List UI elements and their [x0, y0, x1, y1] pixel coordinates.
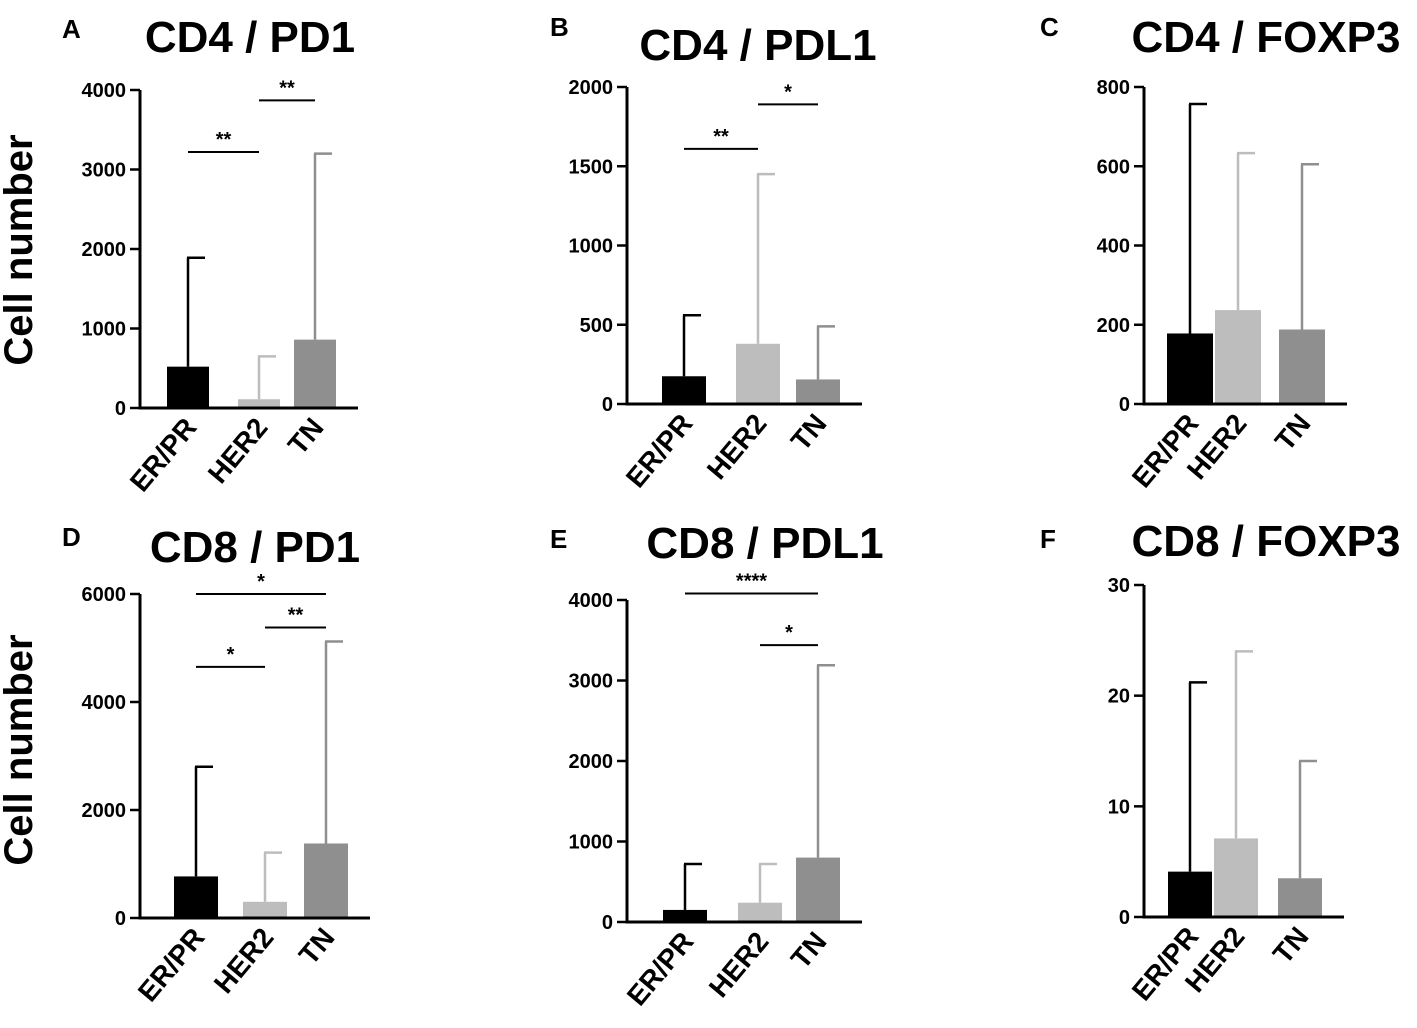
- bar-a-her2: [238, 399, 280, 408]
- category-label-e-2: TN: [785, 926, 833, 975]
- y-tick-label-e-2: 2000: [569, 751, 614, 773]
- significance-label-b-0: **: [713, 126, 729, 148]
- category-label-d-0: ER/PR: [132, 922, 211, 1007]
- bar-c-er-pr: [1167, 333, 1213, 404]
- bar-f-er-pr: [1168, 871, 1212, 917]
- category-label-e-0: ER/PR: [621, 926, 700, 1011]
- bar-d-her2: [243, 901, 287, 918]
- y-tick-label-c-1: 200: [1097, 315, 1130, 337]
- category-label-a-1: HER2: [202, 412, 274, 489]
- y-tick-label-d-0: 0: [115, 908, 126, 930]
- bar-d-er-pr: [174, 876, 218, 918]
- panel-title-e: CD8 / PDL1: [646, 519, 883, 568]
- y-tick-label-b-0: 0: [602, 394, 613, 416]
- significance-label-d-2: *: [227, 644, 235, 666]
- y-tick-label-d-1: 2000: [82, 800, 127, 822]
- panel-letter-c: C: [1040, 12, 1059, 42]
- bar-f-tn: [1278, 878, 1322, 917]
- panel-letter-a: A: [62, 14, 81, 44]
- y-tick-label-f-0: 0: [1119, 907, 1130, 929]
- y-tick-label-e-1: 1000: [569, 832, 614, 854]
- y-tick-label-f-2: 20: [1108, 686, 1130, 708]
- panel-title-c: CD4 / FOXP3: [1132, 13, 1401, 62]
- bar-c-her2: [1215, 310, 1261, 404]
- panel-letter-d: D: [62, 522, 81, 552]
- category-label-a-2: TN: [282, 412, 330, 461]
- y-tick-label-e-0: 0: [602, 912, 613, 934]
- y-tick-label-b-1: 500: [580, 315, 613, 337]
- significance-label-d-1: **: [288, 604, 304, 626]
- bar-e-tn: [796, 857, 840, 922]
- significance-label-e-0: ****: [736, 571, 767, 593]
- y-tick-label-c-0: 0: [1119, 394, 1130, 416]
- y-tick-label-a-1: 1000: [82, 319, 127, 341]
- category-label-a-0: ER/PR: [124, 412, 203, 497]
- bar-a-tn: [294, 339, 336, 408]
- category-label-b-2: TN: [785, 408, 833, 457]
- y-tick-label-a-3: 3000: [82, 160, 127, 182]
- category-label-f-2: TN: [1267, 921, 1315, 970]
- category-label-d-2: TN: [293, 922, 341, 971]
- panel-title-a: CD4 / PD1: [145, 13, 355, 62]
- bar-e-her2: [738, 902, 782, 922]
- y-tick-label-c-4: 800: [1097, 77, 1130, 99]
- y-tick-label-a-2: 2000: [82, 239, 127, 261]
- y-tick-label-d-2: 4000: [82, 692, 127, 714]
- bar-c-tn: [1279, 329, 1325, 404]
- y-tick-label-b-4: 2000: [569, 77, 614, 99]
- significance-label-a-1: **: [279, 77, 295, 99]
- panel-a: A CD4 / PD1 ER/PR HER2 TN 0 1000 2000 3000 4000 **…: [62, 13, 358, 497]
- significance-label-d-0: *: [257, 571, 265, 593]
- y-axis-label-bottom: Cell number: [0, 634, 41, 865]
- panel-letter-f: F: [1040, 524, 1056, 554]
- category-label-d-1: HER2: [208, 922, 280, 999]
- y-tick-label-a-4: 4000: [82, 80, 127, 102]
- category-label-b-0: ER/PR: [620, 408, 699, 493]
- y-tick-label-e-4: 4000: [569, 590, 614, 612]
- bar-a-er-pr: [167, 366, 209, 408]
- y-tick-label-b-2: 1000: [569, 236, 614, 258]
- y-tick-label-c-3: 600: [1097, 156, 1130, 178]
- significance-label-a-0: **: [216, 129, 232, 151]
- y-tick-label-e-3: 3000: [569, 671, 614, 693]
- y-tick-label-c-2: 400: [1097, 236, 1130, 258]
- bar-f-her2: [1214, 838, 1258, 917]
- bar-d-tn: [304, 843, 348, 918]
- bar-b-tn: [796, 379, 840, 404]
- bar-e-er-pr: [663, 909, 707, 922]
- y-tick-label-d-3: 6000: [82, 584, 127, 606]
- panel-letter-e: E: [550, 524, 567, 554]
- significance-label-e-1: *: [785, 622, 793, 644]
- y-axis-label-top: Cell number: [0, 134, 41, 365]
- category-label-c-2: TN: [1269, 408, 1317, 457]
- significance-label-b-1: *: [784, 81, 792, 103]
- category-label-e-1: HER2: [703, 926, 775, 1003]
- bar-b-er-pr: [662, 376, 706, 404]
- y-tick-label-b-3: 1500: [569, 156, 614, 178]
- bar-b-her2: [736, 343, 780, 404]
- panel-title-b: CD4 / PDL1: [639, 21, 876, 70]
- category-label-b-1: HER2: [701, 408, 773, 485]
- y-tick-label-f-1: 10: [1108, 796, 1130, 818]
- y-tick-label-a-0: 0: [115, 398, 126, 420]
- y-tick-label-f-3: 30: [1108, 575, 1130, 597]
- panel-e: E CD8 / PDL1 ER/PR HER2 TN 0 1000 2000 3000 4000 *…: [550, 519, 884, 1011]
- panel-letter-b: B: [550, 12, 569, 42]
- panel-title-d: CD8 / PD1: [150, 523, 360, 572]
- panel-title-f: CD8 / FOXP3: [1132, 517, 1401, 566]
